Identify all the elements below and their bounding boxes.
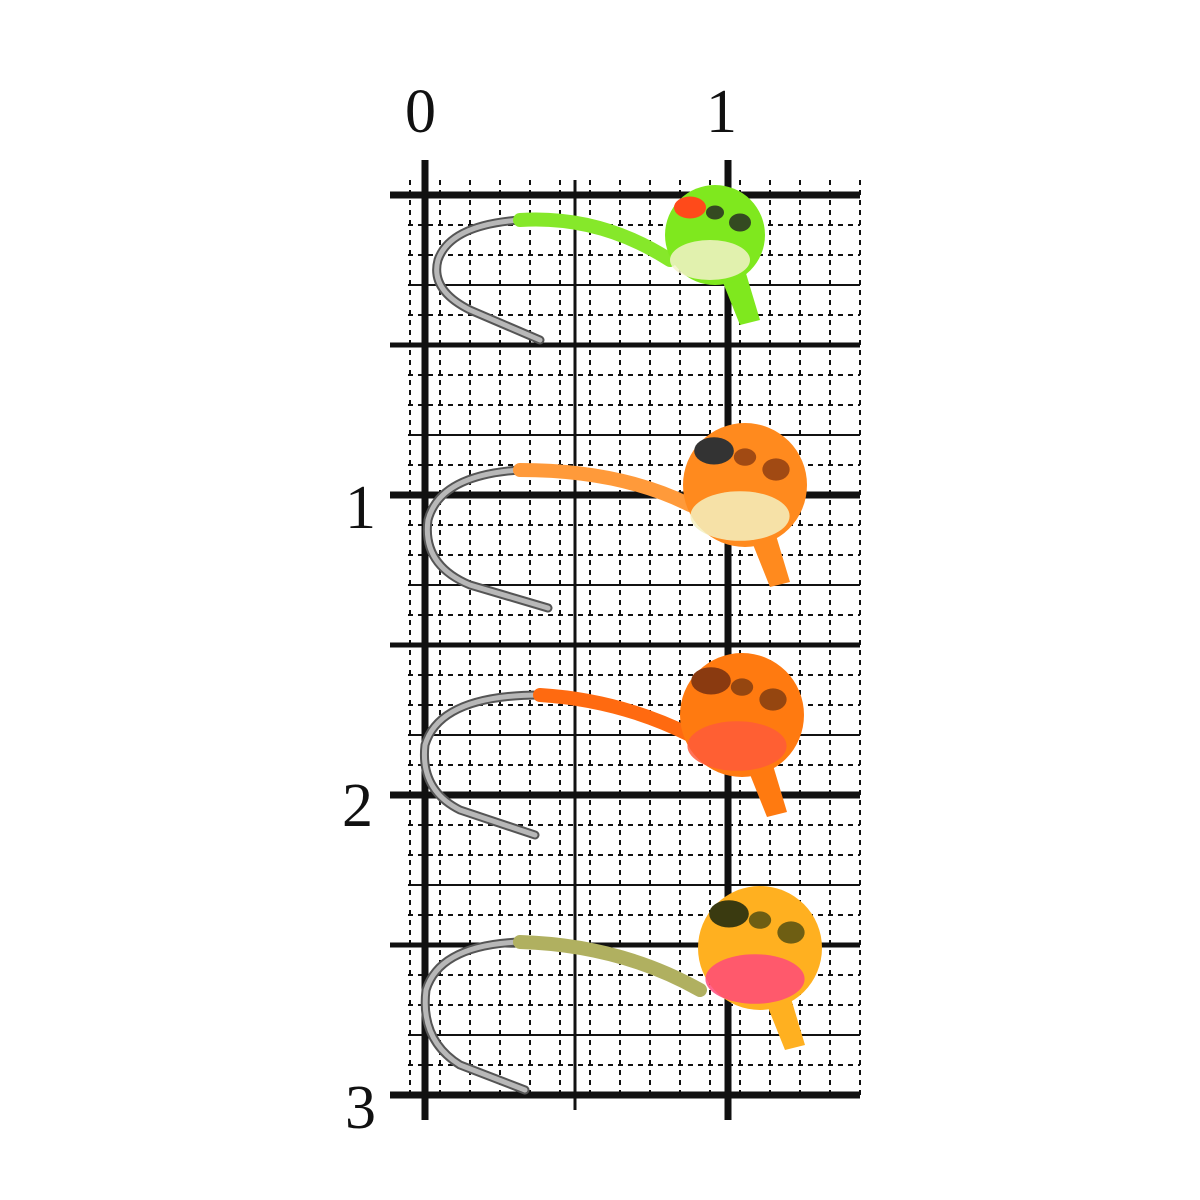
jig-tail [747, 762, 787, 817]
jig-tail [765, 995, 805, 1050]
jig-spot [748, 911, 772, 929]
jig [422, 423, 807, 613]
jig-eye [709, 900, 749, 928]
jig-belly [687, 721, 787, 771]
ruler-label-left-3: 3 [345, 1074, 376, 1142]
jig [432, 185, 765, 345]
jig-spot [730, 678, 754, 696]
jig-belly [705, 954, 805, 1004]
jigs [419, 185, 822, 1095]
jig-spot [759, 688, 787, 711]
jig-tail [750, 532, 790, 587]
jig-spot [706, 205, 724, 220]
jig-spot [777, 921, 805, 944]
jig-belly [670, 240, 750, 280]
jig [419, 653, 804, 840]
shank-paint [533, 688, 697, 742]
ruler-label-left-2: 2 [342, 772, 373, 840]
jig-eye [691, 667, 731, 695]
jig-spot [762, 458, 790, 481]
ruler-label-left-1: 1 [345, 474, 376, 542]
jig-spot [733, 448, 757, 466]
shank-paint [513, 935, 707, 997]
jig [420, 886, 822, 1095]
shank-paint [513, 212, 677, 267]
jig-spot [729, 213, 751, 232]
ruler-label-top-1: 1 [706, 78, 737, 146]
shank-paint [513, 463, 697, 512]
jig-eye [674, 196, 706, 219]
ruler-label-top-0: 0 [405, 78, 436, 146]
jig-eye [694, 437, 734, 465]
jig-belly [690, 491, 790, 541]
jig-tail [720, 270, 760, 325]
